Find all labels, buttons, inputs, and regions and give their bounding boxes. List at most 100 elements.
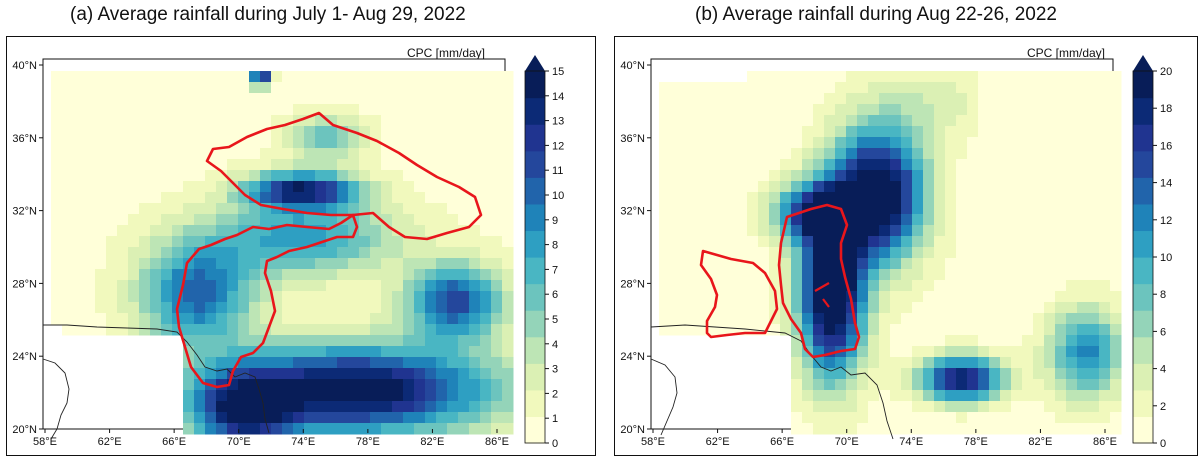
colorbar-tick-label: 15 xyxy=(552,66,564,78)
colorbar-bin xyxy=(1133,416,1153,444)
colorbar-tick-label: 8 xyxy=(552,240,558,252)
colorbar-bin xyxy=(525,203,545,232)
lon-tick-label: 86°E xyxy=(485,436,509,448)
colorbar-bin xyxy=(525,230,545,258)
lon-tick-label: 82°E xyxy=(1028,436,1052,448)
colorbar-tick-label: 12 xyxy=(552,140,564,152)
lon-tick-label: 82°E xyxy=(420,436,444,448)
panel-b-colorbar: 0 2 4 6 8 10 12 14 16 18 20 xyxy=(1132,55,1172,450)
colorbar-tick-label: 1 xyxy=(552,413,558,425)
colorbar-bin xyxy=(525,310,545,338)
panel-a-coastline xyxy=(42,358,70,440)
lat-tick-label: 36°N xyxy=(620,133,645,145)
colorbar-tick-label: 4 xyxy=(1160,364,1166,376)
colorbar-bin xyxy=(525,283,545,311)
colorbar-tick-label: 6 xyxy=(552,289,558,301)
lon-tick-label: 86°E xyxy=(1093,436,1117,448)
panel-b-region-boundary xyxy=(814,282,830,292)
colorbar-tick-label: 14 xyxy=(552,91,564,103)
colorbar-bin xyxy=(1133,283,1153,311)
colorbar-bin xyxy=(1133,71,1153,99)
lat-tick-label: 32°N xyxy=(620,206,645,218)
colorbar-tick-label: 0 xyxy=(552,438,558,450)
colorbar-bin xyxy=(525,71,545,99)
panel-b-region-boundary xyxy=(777,203,861,359)
colorbar-bin xyxy=(1133,177,1153,205)
colorbar-bin xyxy=(525,416,545,444)
panel-b-region-boundary xyxy=(699,249,779,339)
panel-a-unit-label: CPC [mm/day] xyxy=(407,46,485,60)
panel-b-map: 58°E 62°E 66°E 70°E 74°E 78°E 82°E 86°E 20°N 24°… xyxy=(620,46,1172,450)
lat-tick-label: 40°N xyxy=(620,60,645,72)
colorbar-bin xyxy=(1133,363,1153,391)
panel-a-title: (a) Average rainfall during July 1- Aug … xyxy=(70,4,466,25)
colorbar-bin xyxy=(525,124,545,152)
lon-tick-label: 74°E xyxy=(291,436,315,448)
lat-tick-label: 40°N xyxy=(12,60,37,72)
colorbar-tick-label: 13 xyxy=(552,116,564,128)
lat-tick-label: 36°N xyxy=(12,133,37,145)
panel-b-unit-label: CPC [mm/day] xyxy=(1027,46,1105,60)
colorbar-tick-label: 14 xyxy=(1160,178,1172,190)
colorbar-tick-label: 6 xyxy=(1160,326,1166,338)
panel-a-lat-axis: 20°N 24°N 28°N 32°N 36°N 40°N xyxy=(12,60,43,436)
colorbar-extend-arrow xyxy=(1133,55,1153,71)
colorbar-tick-label: 11 xyxy=(552,165,563,177)
panel-b-coastline xyxy=(650,358,678,436)
colorbar-tick-label: 2 xyxy=(552,388,558,400)
colorbar-bin xyxy=(1133,230,1153,258)
lat-tick-label: 28°N xyxy=(620,278,645,290)
colorbar-bin xyxy=(525,257,545,285)
colorbar-bin xyxy=(1133,203,1153,232)
panel-a-lon-axis: 58°E 62°E 66°E 70°E 74°E 78°E 82°E 86°E xyxy=(33,429,509,448)
lon-tick-label: 78°E xyxy=(964,436,988,448)
colorbar-tick-label: 0 xyxy=(1160,438,1166,450)
colorbar-bin xyxy=(525,389,545,418)
panel-a-rainfall-field xyxy=(51,71,514,435)
colorbar-bin xyxy=(1133,389,1153,418)
colorbar-bin xyxy=(1133,150,1153,178)
colorbar-tick-label: 4 xyxy=(552,339,558,351)
lon-tick-label: 58°E xyxy=(641,436,665,448)
panel-b-region-boundary xyxy=(822,298,830,308)
lat-tick-label: 24°N xyxy=(620,351,645,363)
colorbar-bin xyxy=(1133,124,1153,152)
lon-tick-label: 62°E xyxy=(98,436,122,448)
lon-tick-label: 78°E xyxy=(356,436,380,448)
colorbar-extend-arrow xyxy=(525,55,545,71)
colorbar-bin xyxy=(525,177,545,205)
lon-tick-label: 74°E xyxy=(899,436,923,448)
panel-a-map: 58°E 62°E 66°E 70°E 74°E 78°E 82°E 86°E 20°N 24°… xyxy=(12,46,564,450)
colorbar-tick-label: 7 xyxy=(552,264,558,276)
lon-tick-label: 66°E xyxy=(162,436,186,448)
colorbar-tick-label: 10 xyxy=(552,190,564,202)
colorbar-bin xyxy=(525,363,545,391)
colorbar-bin xyxy=(1133,310,1153,338)
panel-b-frame: 58°E 62°E 66°E 70°E 74°E 78°E 82°E 86°E 20°N 24°… xyxy=(614,36,1198,456)
colorbar-bin xyxy=(525,150,545,178)
colorbar-tick-label: 10 xyxy=(1160,252,1172,264)
panel-b-lon-axis: 58°E 62°E 66°E 70°E 74°E 78°E 82°E 86°E xyxy=(641,429,1117,448)
panel-a-coastline xyxy=(43,324,270,434)
lon-tick-label: 70°E xyxy=(227,436,251,448)
panel-b-title: (b) Average rainfall during Aug 22-26, 2… xyxy=(695,4,1057,25)
lat-tick-label: 24°N xyxy=(12,351,37,363)
colorbar-bin xyxy=(1133,257,1153,285)
colorbar-bin xyxy=(525,336,545,364)
colorbar-tick-label: 20 xyxy=(1160,66,1172,78)
colorbar-bin xyxy=(1133,97,1153,125)
colorbar-tick-label: 3 xyxy=(552,364,558,376)
panel-a-region-boundary xyxy=(175,213,359,389)
colorbar-tick-label: 16 xyxy=(1160,140,1172,152)
panel-b-coastline xyxy=(650,324,894,440)
panel-b-lat-axis: 20°N 24°N 28°N 32°N 36°N 40°N xyxy=(620,60,651,436)
colorbar-bin xyxy=(525,97,545,125)
lon-tick-label: 62°E xyxy=(706,436,730,448)
panel-b-rainfall-field xyxy=(659,71,1122,435)
panel-a-frame: 58°E 62°E 66°E 70°E 74°E 78°E 82°E 86°E 20°N 24°… xyxy=(6,36,596,456)
lon-tick-label: 58°E xyxy=(33,436,57,448)
lat-tick-label: 32°N xyxy=(12,206,37,218)
colorbar-tick-label: 9 xyxy=(552,215,558,227)
colorbar-tick-label: 12 xyxy=(1160,215,1172,227)
